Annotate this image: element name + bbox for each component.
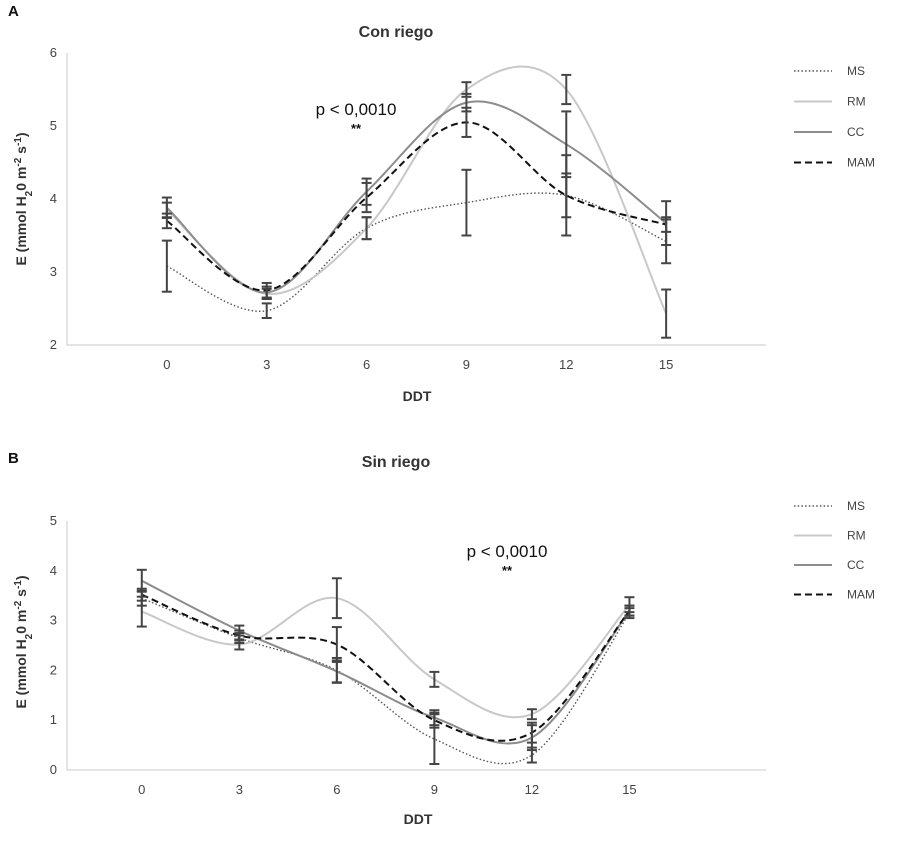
panel-b-pvalue: p < 0,0010	[467, 542, 548, 561]
y-tick-label: 4	[50, 563, 57, 578]
error-bar-mam	[161, 212, 172, 230]
error-bar-rm	[331, 577, 342, 620]
error-bar-rm	[526, 708, 537, 721]
legend-label-cc: CC	[847, 558, 865, 572]
series-line-rm	[166, 65, 668, 315]
legend-item-mam: MAM	[794, 156, 875, 170]
y-tick-label: 3	[50, 264, 57, 279]
y-tick-label: 5	[50, 118, 57, 133]
y-tick-label: 4	[50, 191, 57, 206]
error-bar-mam	[526, 721, 537, 744]
error-bar-ms	[161, 239, 172, 293]
panel-b-error-bars	[136, 568, 635, 766]
x-tick-label: 3	[263, 357, 270, 372]
error-bar-mam	[429, 711, 440, 729]
x-tick-label: 6	[363, 357, 370, 372]
x-tick-label: 15	[622, 782, 636, 797]
panel-a-legend: MS RM CC MAM	[794, 64, 875, 170]
panel-a-series	[166, 65, 668, 315]
y-tick-label: 5	[50, 513, 57, 528]
legend-item-cc: CC	[794, 125, 865, 139]
x-tick-label: 9	[463, 357, 470, 372]
y-tick-label: 6	[50, 45, 57, 60]
panel-b-xlabel: DDT	[404, 811, 433, 827]
error-bar-rm	[361, 216, 372, 241]
error-bar-mam	[561, 172, 572, 219]
error-bar-rm	[561, 73, 572, 106]
panel-a-pvalue: p < 0,0010	[316, 100, 397, 119]
error-bar-cc	[331, 659, 342, 684]
legend-item-rm: RM	[794, 95, 866, 109]
panel-a: A Con riego DDT E (mmol H20 m-2 s-1) 2 3 4…	[8, 3, 875, 404]
legend-item-rm: RM	[794, 529, 866, 543]
x-tick-label: 0	[138, 782, 145, 797]
legend-label-rm: RM	[847, 529, 866, 543]
legend-item-ms: MS	[794, 499, 865, 513]
panel-a-letter: A	[8, 3, 19, 20]
legend-item-mam: MAM	[794, 588, 875, 602]
panel-a-ylabel: E (mmol H20 m-2 s-1)	[13, 132, 35, 265]
panel-b-significance-stars: **	[502, 563, 513, 578]
error-bar-mam	[331, 626, 342, 663]
legend-label-ms: MS	[847, 64, 865, 78]
x-tick-label: 0	[163, 357, 170, 372]
x-tick-label: 15	[659, 357, 673, 372]
error-bar-ms	[461, 168, 472, 237]
legend-label-rm: RM	[847, 95, 866, 109]
x-tick-label: 12	[559, 357, 573, 372]
y-tick-label: 0	[50, 762, 57, 777]
panel-b-series	[141, 579, 631, 765]
panel-a-xlabel: DDT	[403, 388, 432, 404]
legend-label-ms: MS	[847, 499, 865, 513]
x-tick-label: 3	[236, 782, 243, 797]
error-bar-rm	[429, 670, 440, 688]
x-tick-label: 9	[431, 782, 438, 797]
series-line-cc	[141, 579, 631, 745]
panel-b-letter: B	[8, 450, 19, 467]
panel-b-title: Sin riego	[362, 454, 431, 471]
series-line-ms	[166, 192, 667, 312]
error-bar-ms	[261, 302, 272, 319]
error-bar-mam	[234, 629, 245, 642]
error-bar-mam	[361, 181, 372, 214]
legend-item-cc: CC	[794, 558, 865, 572]
series-line-rm	[141, 596, 631, 719]
error-bar-mam	[261, 281, 272, 299]
error-bar-cc	[561, 110, 572, 179]
error-bar-mam	[661, 216, 672, 233]
panel-b-legend: MS RM CC MAM	[794, 499, 875, 602]
legend-label-mam: MAM	[847, 156, 875, 170]
x-tick-label: 6	[333, 782, 340, 797]
panel-a-axes: 2 3 4 5 6 0 3 6 9 12 15	[50, 45, 766, 372]
legend-label-mam: MAM	[847, 588, 875, 602]
y-tick-label: 3	[50, 613, 57, 628]
panel-b: B Sin riego DDT E (mmol H20 m-2 s-1) 012…	[8, 450, 875, 827]
x-tick-label: 12	[525, 782, 539, 797]
panel-b-ylabel: E (mmol H20 m-2 s-1)	[13, 575, 35, 708]
error-bar-mam	[461, 106, 472, 138]
error-bar-mam	[624, 604, 635, 617]
y-tick-label: 1	[50, 712, 57, 727]
panel-a-significance-stars: **	[351, 121, 362, 136]
error-bar-mam	[136, 587, 147, 602]
y-tick-label: 2	[50, 662, 57, 677]
legend-item-ms: MS	[794, 64, 865, 78]
series-line-mam	[141, 593, 631, 742]
series-line-cc	[166, 100, 667, 294]
error-bar-rm	[661, 288, 672, 339]
panel-a-title: Con riego	[359, 24, 434, 41]
panel-a-error-bars	[161, 73, 672, 339]
series-line-mam	[166, 121, 667, 292]
legend-label-cc: CC	[847, 125, 865, 139]
y-tick-label: 2	[50, 337, 57, 352]
